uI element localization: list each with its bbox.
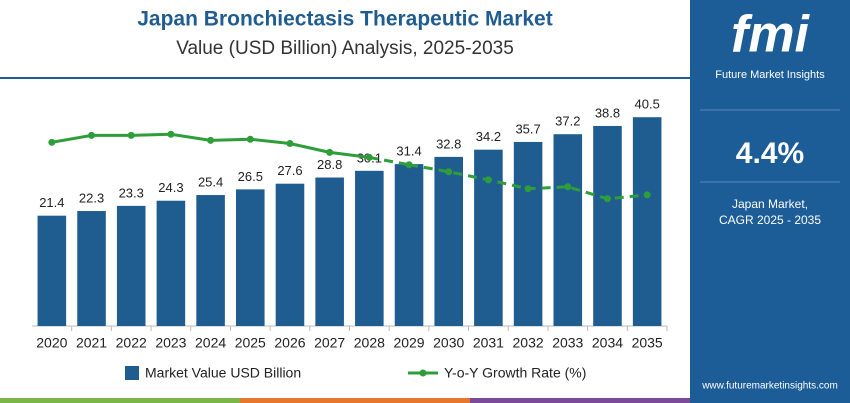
stripe [470, 398, 690, 403]
x-tick-label: 2033 [552, 335, 583, 351]
legend-swatch [125, 366, 139, 380]
data-label: 34.2 [476, 129, 501, 144]
bar [116, 205, 146, 326]
data-label: 37.2 [555, 114, 580, 129]
cagr-label: CAGR 2025 - 2035 [719, 213, 821, 227]
x-tick-label: 2023 [155, 335, 186, 351]
cagr-value: 4.4% [736, 137, 804, 170]
data-label: 23.3 [119, 185, 144, 200]
stripe [240, 398, 470, 403]
bar [196, 195, 225, 326]
bar [315, 177, 344, 326]
data-label: 22.3 [79, 190, 104, 205]
x-tick-label: 2025 [235, 335, 266, 351]
growth-marker [405, 161, 413, 169]
bar [235, 189, 265, 326]
growth-marker [524, 185, 532, 193]
growth-marker [365, 153, 373, 161]
growth-marker [167, 130, 175, 138]
logo: fmi [731, 6, 811, 64]
growth-marker [564, 183, 572, 191]
bar [156, 200, 186, 326]
side-panel [690, 0, 850, 403]
growth-marker [603, 195, 611, 203]
x-tick-label: 2031 [473, 335, 504, 351]
legend-label: Y-o-Y Growth Rate (%) [444, 365, 586, 381]
growth-marker [445, 168, 453, 176]
growth-marker [207, 136, 215, 144]
data-label: 31.4 [396, 144, 421, 159]
bar [37, 215, 67, 326]
bar [434, 156, 464, 326]
bar [394, 164, 424, 326]
growth-marker [88, 131, 96, 139]
chart-subtitle: Value (USD Billion) Analysis, 2025-2035 [176, 38, 514, 59]
x-tick-label: 2030 [433, 335, 464, 351]
bar [593, 125, 622, 326]
bar [632, 117, 662, 326]
x-tick-label: 2021 [76, 335, 107, 351]
x-tick-label: 2020 [36, 335, 67, 351]
bar [355, 170, 384, 326]
data-label: 24.3 [158, 180, 183, 195]
data-label: 26.5 [238, 169, 263, 184]
data-label: 28.8 [317, 157, 342, 172]
data-label: 35.7 [515, 121, 540, 136]
x-tick-label: 2029 [393, 335, 424, 351]
growth-marker [286, 139, 294, 147]
chart-title: Japan Bronchiectasis Therapeutic Market [137, 8, 552, 31]
legend-swatch [419, 369, 427, 377]
growth-marker [643, 191, 651, 199]
bar [77, 211, 106, 326]
data-label: 27.6 [277, 163, 302, 178]
cagr-region: Japan Market, [732, 197, 808, 211]
data-label: 21.4 [39, 195, 64, 210]
x-tick-label: 2022 [116, 335, 147, 351]
bar [553, 134, 583, 326]
growth-marker [484, 176, 492, 184]
x-tick-label: 2027 [314, 335, 345, 351]
data-label: 32.8 [436, 136, 461, 151]
data-label: 40.5 [635, 97, 660, 112]
legend-label: Market Value USD Billion [145, 365, 301, 381]
growth-line-link [369, 155, 410, 167]
website: www.futuremarketinsights.com [701, 381, 838, 392]
x-tick-label: 2035 [632, 335, 663, 351]
bar [474, 149, 503, 326]
x-tick-label: 2032 [513, 335, 544, 351]
growth-marker [127, 131, 135, 139]
growth-marker [326, 148, 334, 156]
brand: Future Market Insights [715, 69, 825, 81]
x-tick-label: 2034 [592, 335, 623, 351]
stripe [0, 398, 240, 403]
x-tick-label: 2028 [354, 335, 385, 351]
growth-marker [48, 138, 56, 146]
bar [513, 141, 543, 326]
x-tick-label: 2026 [274, 335, 305, 351]
data-label: 38.8 [595, 105, 620, 120]
x-tick-label: 2024 [195, 335, 226, 351]
growth-marker [246, 135, 254, 143]
data-label: 25.4 [198, 174, 223, 189]
bar [275, 183, 305, 326]
